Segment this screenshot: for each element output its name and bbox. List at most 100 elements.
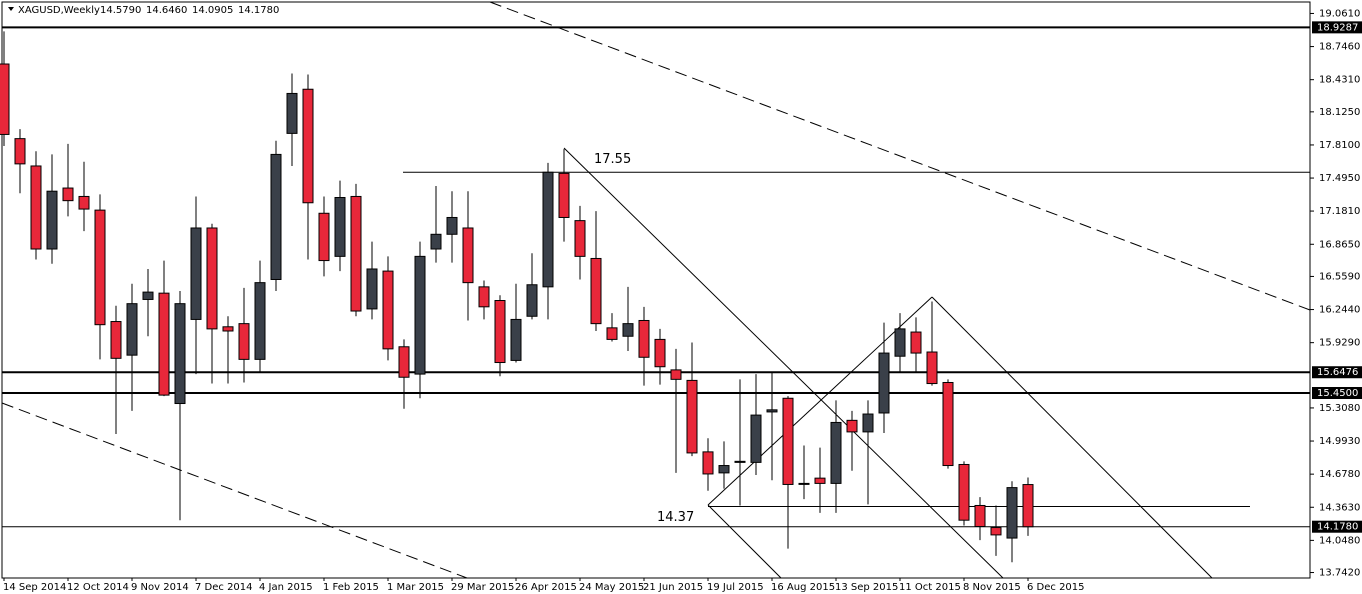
candle-body xyxy=(350,195,362,312)
y-tick-label: 16.5590 xyxy=(1319,271,1360,282)
annotation-label: 14.37 xyxy=(657,510,694,525)
candle-body xyxy=(862,413,874,433)
trend-lines xyxy=(1,1,1311,579)
x-tick-label: 26 Apr 2015 xyxy=(515,582,577,593)
y-tick-label: 18.7460 xyxy=(1319,42,1360,53)
trend-line xyxy=(707,504,782,579)
y-tick-label: 17.8100 xyxy=(1319,140,1360,151)
candle-body xyxy=(654,338,666,368)
candle-body xyxy=(222,326,234,332)
candle-body xyxy=(526,284,538,317)
menu-arrow xyxy=(8,7,14,11)
x-tick-label: 21 Jun 2015 xyxy=(643,582,703,593)
candle-body xyxy=(574,220,586,257)
candle-body xyxy=(0,63,10,135)
y-tick-label: 17.4950 xyxy=(1319,173,1360,184)
candle-body xyxy=(558,172,570,218)
candle-body xyxy=(830,421,842,484)
level-box xyxy=(1312,366,1362,379)
candle-body xyxy=(894,328,906,357)
candle-body xyxy=(510,318,522,361)
candle-body xyxy=(14,138,26,165)
x-tick-label: 24 May 2015 xyxy=(579,582,644,593)
candle-body xyxy=(1022,484,1034,528)
quote-value: 14.6460 xyxy=(146,5,187,16)
x-tick-label: 12 Oct 2014 xyxy=(67,582,129,593)
x-tick-label: 19 Jul 2015 xyxy=(707,582,764,593)
candle-body xyxy=(238,323,250,360)
candle-body xyxy=(718,465,730,474)
candle-body xyxy=(942,381,954,467)
candle-body xyxy=(926,351,938,385)
candle-body xyxy=(798,482,810,485)
candle-body xyxy=(174,303,186,405)
candle-body xyxy=(142,291,154,300)
candle-body xyxy=(334,197,346,257)
y-tick-label: 14.9930 xyxy=(1319,436,1360,447)
quote-value: 14.5790 xyxy=(100,5,141,16)
x-tick-label: 9 Nov 2014 xyxy=(131,582,189,593)
annotation-label: 17.55 xyxy=(594,152,631,167)
level-label: 14.1780 xyxy=(1317,522,1358,533)
quote-value: 14.1780 xyxy=(238,5,279,16)
candle-body xyxy=(286,92,298,134)
candle-body xyxy=(670,369,682,380)
candle-body xyxy=(126,303,138,356)
candle-body xyxy=(990,527,1002,536)
level-box xyxy=(1312,520,1362,533)
candle-body xyxy=(270,153,282,280)
y-tick-label: 14.0480 xyxy=(1319,535,1360,546)
candle-body xyxy=(158,292,170,396)
y-tick-label: 14.6780 xyxy=(1319,469,1360,480)
x-tick-label: 13 Sep 2015 xyxy=(835,582,898,593)
trend-line xyxy=(931,296,1213,579)
x-tick-label: 11 Oct 2015 xyxy=(899,582,961,593)
candle-body xyxy=(78,195,90,210)
dashed-trend-line xyxy=(489,1,1311,311)
candle-body xyxy=(478,286,490,308)
chart-title: XAGUSD,Weekly xyxy=(18,5,100,16)
candle-body xyxy=(878,352,890,414)
y-tick-label: 16.2440 xyxy=(1319,305,1360,316)
candle-body xyxy=(686,379,698,454)
y-tick-label: 18.1250 xyxy=(1319,107,1360,118)
level-label: 15.6476 xyxy=(1317,367,1358,378)
candle-body xyxy=(766,409,778,413)
plot-frame xyxy=(1,1,1311,579)
x-tick-label: 16 Aug 2015 xyxy=(771,582,835,593)
candle-body xyxy=(366,268,378,310)
candle-body xyxy=(190,227,202,320)
x-tick-label: 14 Sep 2014 xyxy=(3,582,66,593)
candle-body xyxy=(814,477,826,484)
candle-body xyxy=(542,171,554,288)
candle-body xyxy=(734,460,746,463)
candle-body xyxy=(254,282,266,360)
candle-body xyxy=(62,187,74,202)
candle-body xyxy=(414,255,426,375)
candle-body xyxy=(382,270,394,350)
y-tick-label: 14.3630 xyxy=(1319,502,1360,513)
candle-body xyxy=(1006,487,1018,539)
candle-body xyxy=(462,227,474,284)
candle-body xyxy=(46,190,58,250)
candle-body xyxy=(494,300,506,364)
level-box xyxy=(1312,387,1362,400)
candle-body xyxy=(398,346,410,378)
x-tick-label: 1 Mar 2015 xyxy=(387,582,444,593)
candle-body xyxy=(846,419,858,433)
y-tick-label: 13.7420 xyxy=(1319,568,1360,579)
quote-value: 14.0905 xyxy=(192,5,233,16)
dashed-trend-line xyxy=(1,402,468,579)
x-tick-label: 1 Feb 2015 xyxy=(323,582,379,593)
level-label: 18.9287 xyxy=(1317,22,1358,33)
candle-body xyxy=(430,233,442,250)
candle-body xyxy=(910,331,922,354)
candle-body xyxy=(702,451,714,475)
candle-body xyxy=(110,321,122,359)
candle-body xyxy=(318,212,330,262)
candle-body xyxy=(974,504,986,527)
x-tick-label: 7 Dec 2014 xyxy=(195,582,253,593)
y-tick-label: 17.1810 xyxy=(1319,206,1360,217)
candle-body xyxy=(30,165,42,250)
